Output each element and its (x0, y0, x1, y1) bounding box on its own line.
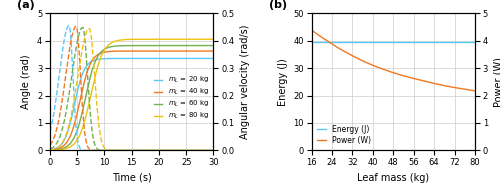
$m_L$ = 60 kg (66, 144, 71, 146)
$m_L$ = 40 kg (110, 50, 116, 52)
Energy (J) (462, 41, 468, 43)
$m_L$ = 60 kg (117, 45, 123, 47)
$m_L$ = 20 kg (210, 57, 216, 60)
$m_L$ = 20 kg (110, 57, 116, 60)
Power (W) (350, 55, 356, 57)
Power (W) (410, 77, 416, 80)
Power (W) (472, 90, 478, 92)
Y-axis label: Angle (rad): Angle (rad) (22, 55, 32, 109)
$m_L$ = 20 kg (207, 57, 213, 60)
Energy (J) (308, 41, 314, 43)
Energy (J) (442, 41, 448, 43)
Power (W) (390, 72, 396, 74)
Power (W) (421, 80, 427, 82)
Energy (J) (314, 41, 320, 43)
Power (W) (339, 49, 345, 51)
$m_L$ = 40 kg (210, 50, 216, 52)
Energy (J) (344, 41, 350, 43)
Energy (J) (410, 41, 416, 43)
Power (W) (334, 46, 340, 48)
Energy (J) (370, 41, 376, 43)
Power (W) (319, 36, 325, 38)
Energy (J) (339, 41, 345, 43)
$m_L$ = 20 kg (117, 57, 123, 60)
Power (W) (442, 84, 448, 87)
$m_L$ = 80 kg (210, 38, 216, 40)
Line: $m_L$ = 20 kg: $m_L$ = 20 kg (50, 58, 213, 150)
Energy (J) (324, 41, 330, 43)
$m_L$ = 80 kg (117, 39, 123, 41)
Energy (J) (329, 41, 335, 43)
$m_L$ = 60 kg (76, 126, 82, 128)
Power (W) (400, 75, 406, 77)
Y-axis label: Angular velocity (rad/s): Angular velocity (rad/s) (240, 24, 250, 139)
Power (W) (329, 43, 335, 45)
Energy (J) (360, 41, 366, 43)
Energy (J) (472, 41, 478, 43)
Power (W) (324, 39, 330, 42)
$m_L$ = 20 kg (47, 149, 53, 151)
Legend: Energy (J), Power (W): Energy (J), Power (W) (316, 124, 372, 147)
$m_L$ = 20 kg (76, 86, 82, 89)
$m_L$ = 80 kg (207, 38, 213, 40)
$m_L$ = 40 kg (207, 50, 213, 52)
Energy (J) (350, 41, 356, 43)
$m_L$ = 20 kg (190, 57, 196, 60)
Power (W) (314, 33, 320, 35)
$m_L$ = 60 kg (190, 44, 196, 47)
Energy (J) (431, 41, 437, 43)
Text: (b): (b) (269, 0, 287, 10)
Text: (a): (a) (18, 0, 35, 10)
Energy (J) (452, 41, 458, 43)
Power (W) (452, 86, 458, 89)
$m_L$ = 40 kg (190, 50, 196, 52)
Power (W) (308, 29, 314, 31)
Line: $m_L$ = 60 kg: $m_L$ = 60 kg (50, 45, 213, 150)
$m_L$ = 60 kg (207, 44, 213, 47)
$m_L$ = 80 kg (76, 137, 82, 139)
$m_L$ = 60 kg (110, 45, 116, 48)
$m_L$ = 60 kg (47, 149, 53, 151)
$m_L$ = 80 kg (47, 149, 53, 151)
$m_L$ = 40 kg (117, 50, 123, 52)
$m_L$ = 80 kg (66, 146, 71, 149)
$m_L$ = 80 kg (110, 41, 116, 43)
Power (W) (380, 68, 386, 70)
$m_L$ = 60 kg (210, 44, 216, 47)
Power (W) (370, 64, 376, 66)
$m_L$ = 40 kg (47, 149, 53, 151)
Energy (J) (319, 41, 325, 43)
X-axis label: Time (s): Time (s) (112, 173, 152, 183)
Y-axis label: Energy (J): Energy (J) (278, 58, 287, 106)
Y-axis label: Power (W): Power (W) (494, 57, 500, 107)
Power (W) (431, 82, 437, 85)
Energy (J) (380, 41, 386, 43)
$m_L$ = 20 kg (66, 128, 71, 130)
Energy (J) (400, 41, 406, 43)
Energy (J) (421, 41, 427, 43)
Line: Power (W): Power (W) (312, 30, 475, 91)
$m_L$ = 40 kg (66, 138, 71, 140)
Line: $m_L$ = 80 kg: $m_L$ = 80 kg (50, 39, 213, 150)
X-axis label: Leaf mass (kg): Leaf mass (kg) (357, 173, 430, 183)
$m_L$ = 80 kg (190, 38, 196, 40)
Power (W) (360, 60, 366, 62)
Energy (J) (390, 41, 396, 43)
Line: $m_L$ = 40 kg: $m_L$ = 40 kg (50, 51, 213, 150)
Legend: $m_L$ = 20 kg, $m_L$ = 40 kg, $m_L$ = 60 kg, $m_L$ = 80 kg: $m_L$ = 20 kg, $m_L$ = 40 kg, $m_L$ = 60… (152, 74, 210, 123)
$m_L$ = 40 kg (76, 107, 82, 109)
Power (W) (462, 88, 468, 90)
Power (W) (344, 52, 350, 54)
Energy (J) (334, 41, 340, 43)
